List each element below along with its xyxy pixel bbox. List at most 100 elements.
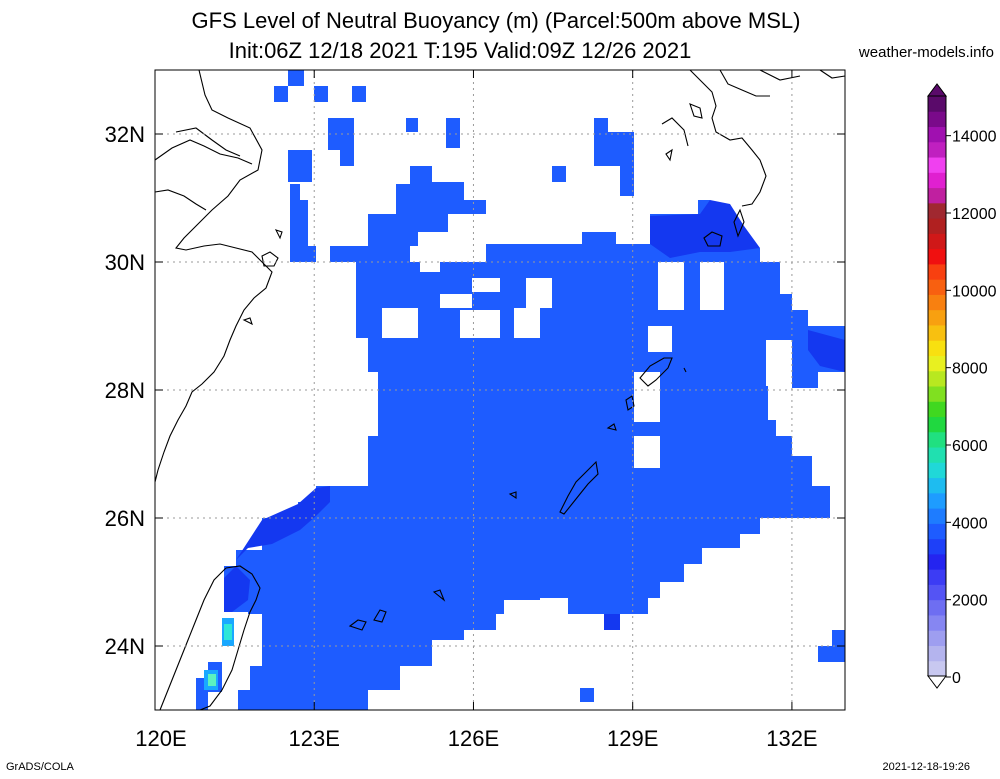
- field-cell: [288, 150, 312, 182]
- x-tick-label: 126E: [448, 726, 499, 751]
- x-axis: 120E 123E 126E 129E 132E: [135, 70, 818, 751]
- coast-okinawa: [508, 460, 599, 515]
- coastlines: [154, 69, 846, 711]
- colorbar-label: 10000: [952, 283, 997, 300]
- colorbar-segment: [928, 370, 946, 387]
- x-tick-label: 132E: [766, 726, 817, 751]
- colorbar-segment: [928, 416, 946, 433]
- colorbar-segment: [928, 279, 946, 295]
- colorbar-segment: [928, 309, 946, 326]
- colorbar-segment: [928, 630, 946, 646]
- y-tick-label: 28N: [105, 378, 145, 403]
- colorbar-segment: [928, 477, 946, 494]
- colorbar-segment: [928, 553, 946, 570]
- field-cell: [314, 86, 328, 102]
- colorbar-segment: [928, 569, 946, 585]
- field-cell: [288, 70, 304, 86]
- field-high-cell: [208, 674, 216, 686]
- colorbar-max-arrow: [927, 83, 947, 97]
- field-gap: [766, 340, 792, 386]
- colorbar-segment: [928, 141, 946, 158]
- colorbar-segment: [928, 157, 946, 173]
- field-gap: [526, 278, 552, 308]
- site-credit: weather-models.info: [858, 44, 994, 61]
- field-gap: [634, 436, 660, 468]
- colorbar-segment: [928, 355, 946, 372]
- chart-title: GFS Level of Neutral Buoyancy (m) (Parce…: [191, 8, 801, 33]
- colorbar-label: 8000: [952, 361, 988, 378]
- coast-amami: [639, 357, 687, 387]
- colorbar-segment: [928, 462, 946, 479]
- colorbar-segment: [928, 263, 946, 280]
- colorbar-segment: [928, 111, 946, 128]
- field-cell: [406, 118, 418, 132]
- colorbar-segment: [928, 248, 946, 265]
- coast-islands-zhoushan: [242, 229, 283, 326]
- colorbar-segment: [928, 584, 946, 601]
- colorbar-segment: [928, 187, 946, 204]
- coast-yangtze: [154, 127, 253, 211]
- coast-kyushu-west: [661, 103, 703, 162]
- field-gap: [514, 308, 540, 338]
- colorbar-segment: [928, 645, 946, 662]
- x-tick-label: 123E: [289, 726, 340, 751]
- colorbar-segment: [928, 660, 946, 677]
- field-cell: [552, 166, 566, 182]
- colorbar-segment: [928, 218, 946, 234]
- coast-tanegashima: [703, 208, 745, 247]
- colorbar-segment: [928, 538, 946, 555]
- lnb-field: [196, 70, 845, 710]
- field-cell: [818, 646, 845, 662]
- colorbar-label: 6000: [952, 438, 988, 455]
- colorbar-segment: [928, 294, 946, 311]
- field-cell: [352, 86, 366, 102]
- y-axis: 24N 26N 28N 30N 32N: [105, 122, 845, 659]
- coast-kyushu: [689, 69, 846, 207]
- field-gap: [648, 326, 672, 352]
- colorbar-segment: [928, 508, 946, 524]
- colorbar: 0 2000 4000 6000 8000 10000 12000 14000: [927, 83, 997, 689]
- field-deep-patch: [650, 200, 760, 258]
- y-tick-label: 26N: [105, 506, 145, 531]
- field-gap: [440, 294, 472, 308]
- y-tick-label: 30N: [105, 250, 145, 275]
- field-cell: [832, 630, 845, 646]
- colorbar-segment: [928, 523, 946, 540]
- colorbar-segment: [928, 340, 946, 356]
- colorbar-segment: [928, 447, 946, 463]
- field-cell: [620, 166, 634, 196]
- field-cell: [340, 150, 354, 166]
- y-tick-label: 24N: [105, 634, 145, 659]
- colorbar-segment: [928, 386, 946, 402]
- colorbar-segment: [928, 172, 946, 189]
- colorbar-segment: [928, 126, 946, 143]
- field-deep-patch: [604, 614, 620, 630]
- colorbar-segment: [928, 599, 946, 616]
- grid: [155, 70, 845, 710]
- colorbar-label: 2000: [952, 593, 988, 610]
- footer-software: GrADS/COLA: [6, 761, 74, 773]
- colorbar-label: 14000: [952, 129, 997, 146]
- colorbar-min-arrow: [927, 675, 947, 689]
- colorbar-segment: [928, 492, 946, 509]
- colorbar-segment: [928, 431, 946, 448]
- field-gap: [460, 310, 500, 338]
- colorbar-label: 12000: [952, 206, 997, 223]
- field-deep-patch: [808, 330, 845, 372]
- field-deep-patch: [236, 486, 330, 560]
- field-gap: [382, 308, 418, 338]
- y-tick-label: 32N: [105, 122, 145, 147]
- colorbar-label: 4000: [952, 515, 988, 532]
- colorbar-segment: [928, 614, 946, 631]
- colorbar-segment: [928, 324, 946, 341]
- colorbar-segment: [928, 96, 946, 112]
- colorbar-segment: [928, 202, 946, 219]
- coast-taiwan: [159, 565, 261, 711]
- colorbar-segment: [928, 233, 946, 250]
- footer-timestamp: 2021-12-18-19:26: [882, 761, 970, 773]
- field-gap: [658, 262, 684, 310]
- coast-china: [154, 69, 273, 483]
- field-gap: [700, 262, 724, 310]
- field-cell: [594, 118, 608, 132]
